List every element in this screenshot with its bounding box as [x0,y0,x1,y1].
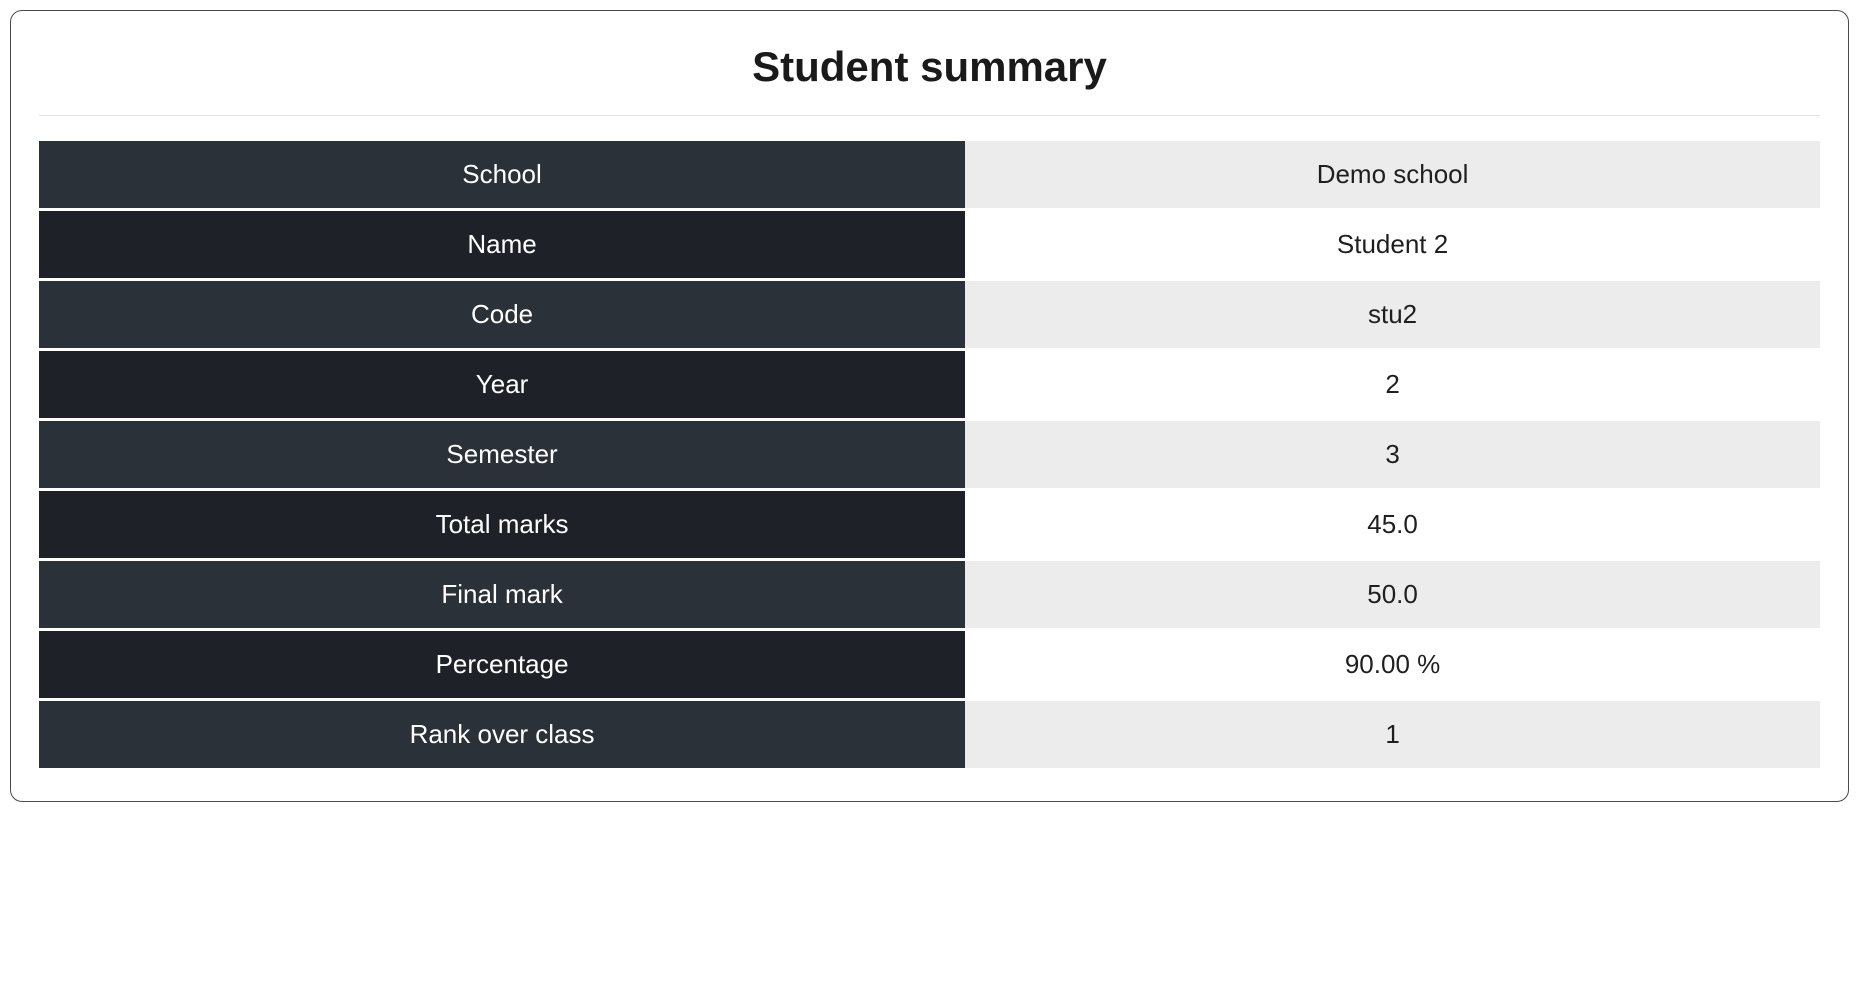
page-title: Student summary [39,31,1820,116]
table-row: Year 2 [39,351,1820,418]
summary-table-body: School Demo school Name Student 2 Code s… [39,141,1820,768]
table-row: Name Student 2 [39,211,1820,278]
row-value: Student 2 [965,211,1820,278]
row-label: Code [39,281,965,348]
row-value: 90.00 % [965,631,1820,698]
row-label: Percentage [39,631,965,698]
table-row: Code stu2 [39,281,1820,348]
row-value: 50.0 [965,561,1820,628]
table-row: Final mark 50.0 [39,561,1820,628]
row-value: Demo school [965,141,1820,208]
table-row: Rank over class 1 [39,701,1820,768]
row-value: 45.0 [965,491,1820,558]
row-label: Year [39,351,965,418]
summary-table: School Demo school Name Student 2 Code s… [39,138,1820,771]
row-value: 2 [965,351,1820,418]
table-row: Percentage 90.00 % [39,631,1820,698]
table-row: Total marks 45.0 [39,491,1820,558]
row-label: Semester [39,421,965,488]
row-value: stu2 [965,281,1820,348]
row-label: Name [39,211,965,278]
row-label: Final mark [39,561,965,628]
table-row: Semester 3 [39,421,1820,488]
row-label: Total marks [39,491,965,558]
row-value: 1 [965,701,1820,768]
table-row: School Demo school [39,141,1820,208]
student-summary-card: Student summary School Demo school Name … [10,10,1849,802]
row-value: 3 [965,421,1820,488]
row-label: Rank over class [39,701,965,768]
row-label: School [39,141,965,208]
